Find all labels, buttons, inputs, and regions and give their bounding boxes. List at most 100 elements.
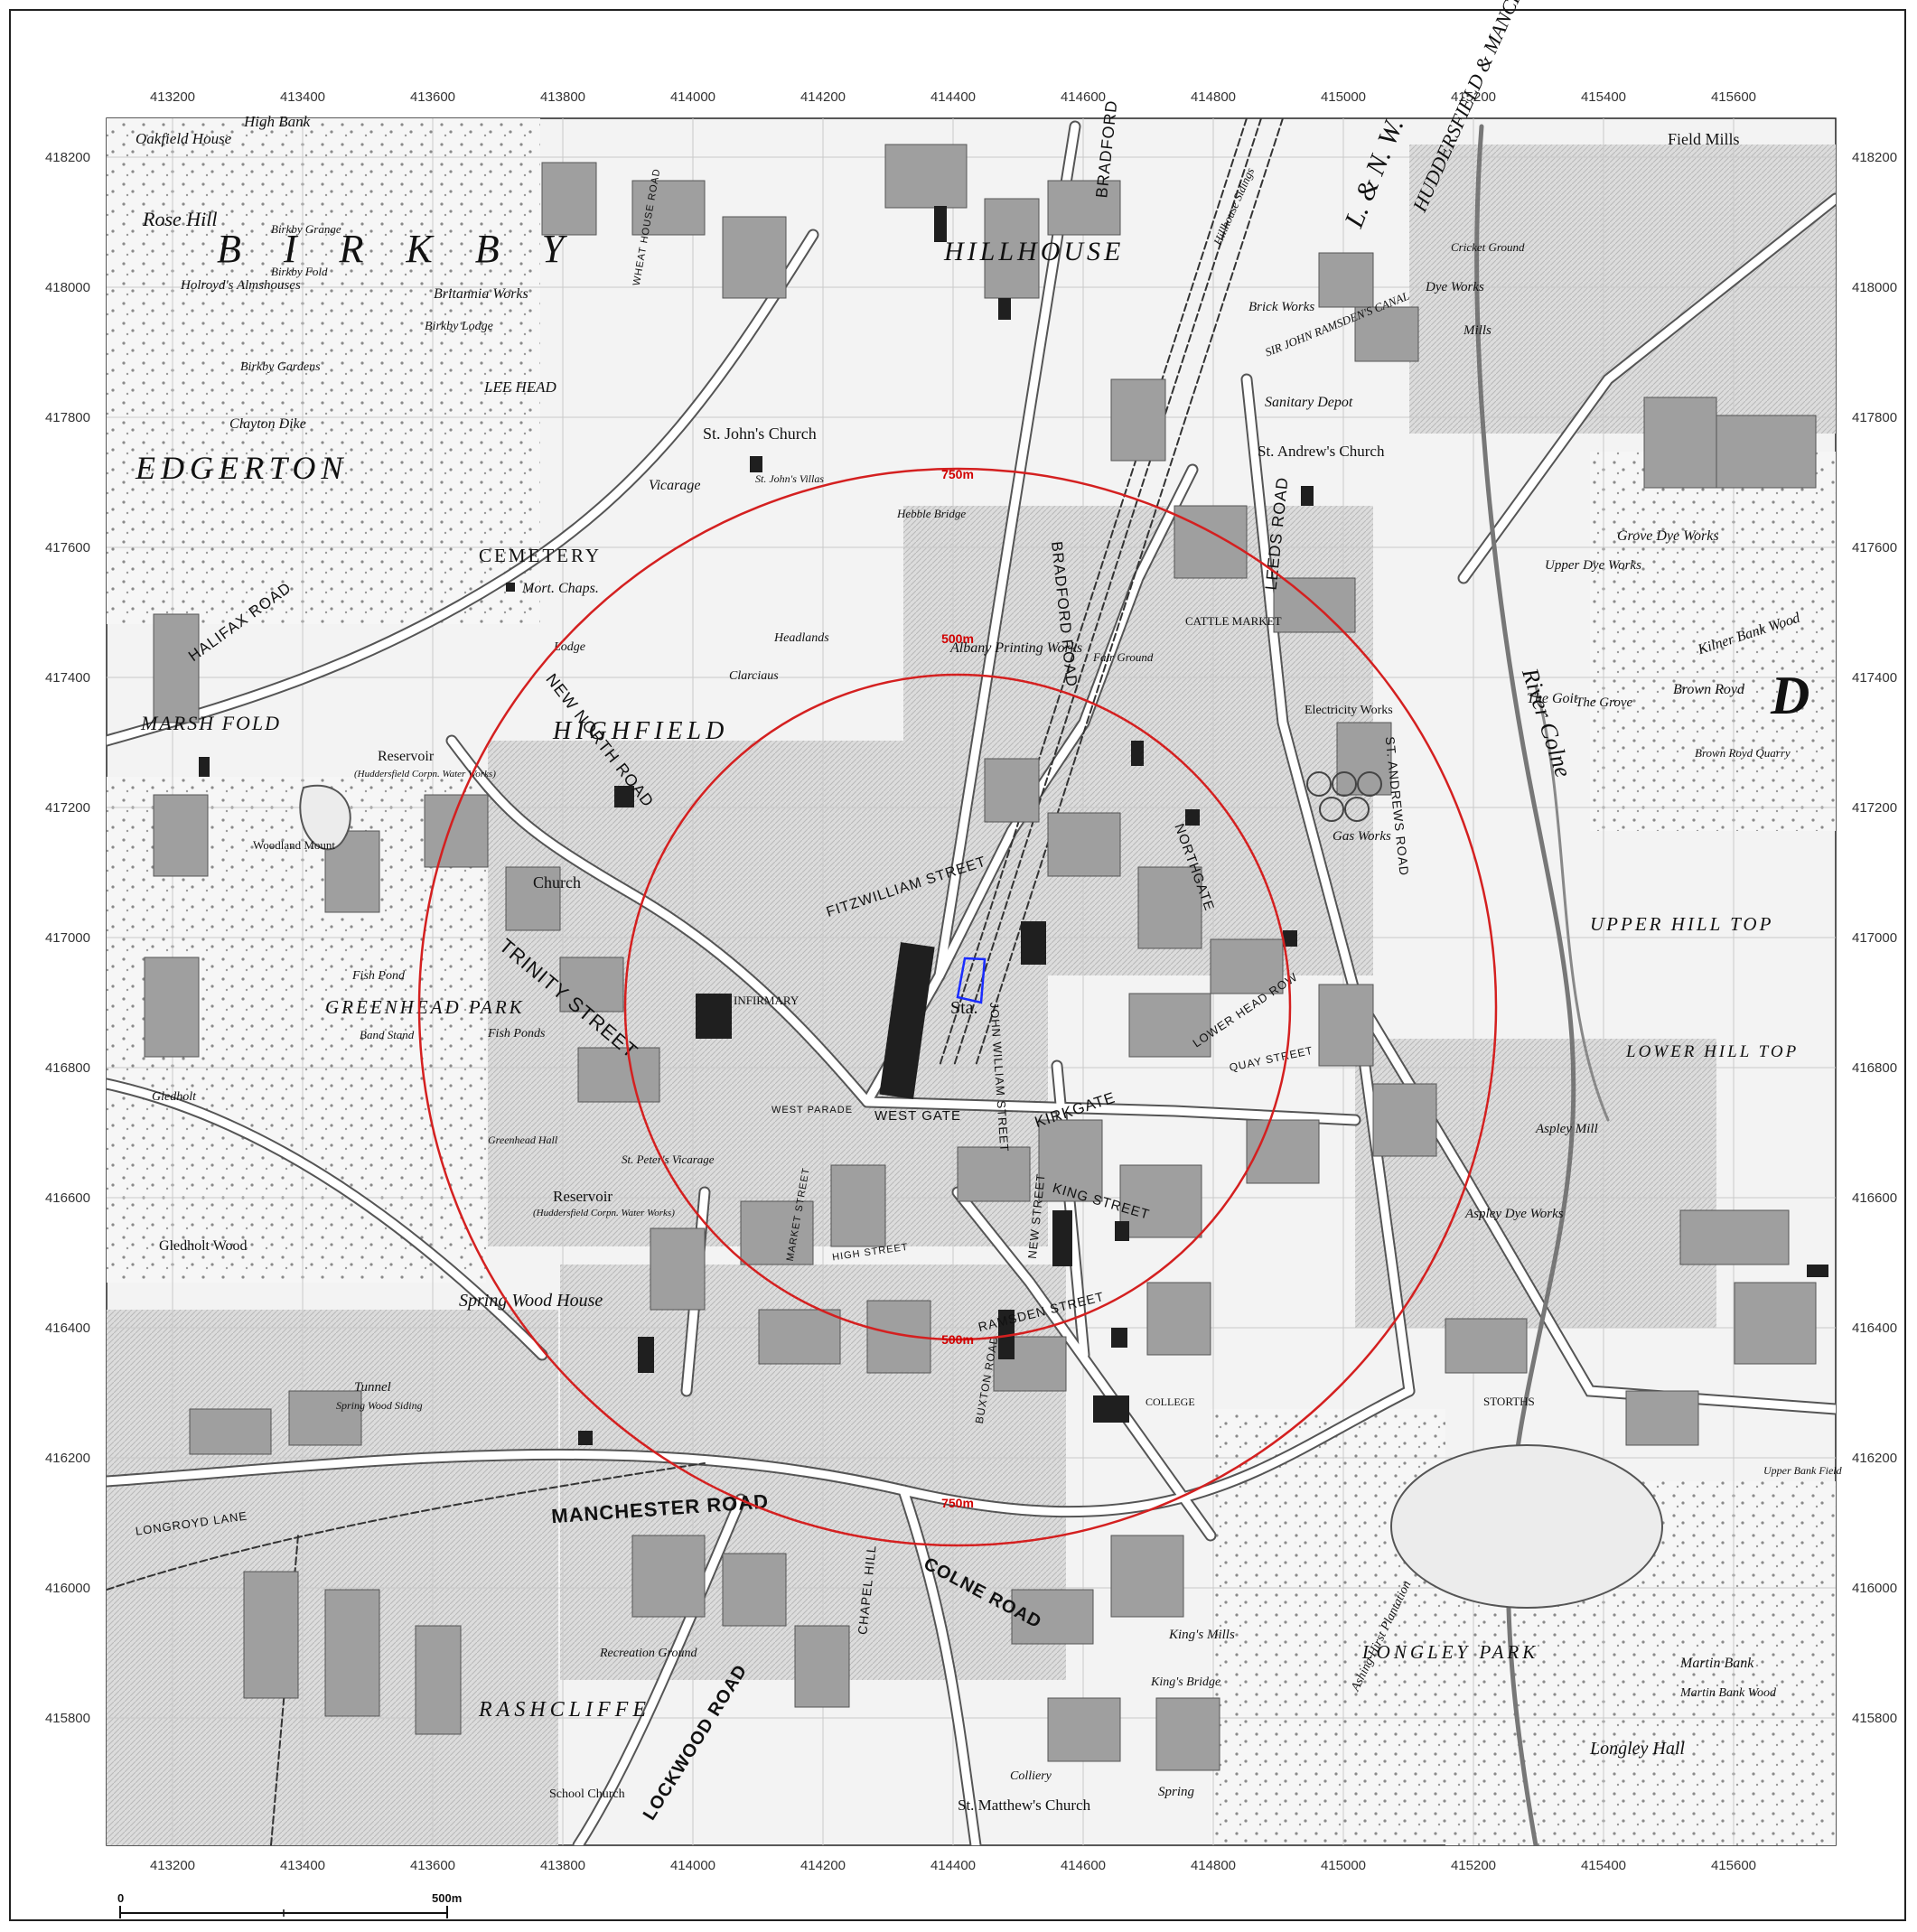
x-tick-top: 413800 (540, 89, 585, 105)
label-birkby-lodge: Birkby Lodge (425, 320, 493, 333)
label-hillhouse: HILLHOUSE (943, 237, 1124, 266)
x-tick-bottom: 415600 (1711, 1858, 1756, 1873)
label-rose-hill: Rose Hill (142, 208, 218, 230)
y-tick-right: 417400 (1852, 670, 1897, 686)
y-tick-right: 416800 (1852, 1060, 1897, 1076)
label-martin-bank-wood: Martin Bank Wood (1679, 1686, 1777, 1700)
y-tick-left: 418200 (45, 150, 90, 165)
label-st-johns-villas: St. John's Villas (755, 472, 824, 485)
label-reservoir-note-2: (Huddersfield Corpn. Water Works) (533, 1208, 675, 1218)
x-tick-top: 413400 (280, 89, 325, 105)
label-the-grove: The Grove (1576, 695, 1633, 710)
label-reservoir-1: Reservoir (378, 749, 435, 764)
label-high-bank: High Bank (243, 113, 311, 130)
label-oakfield-house: Oakfield House (136, 130, 232, 147)
label-mort-chaps: Mort. Chaps. (521, 581, 599, 596)
label-storths: STORTHS (1483, 1395, 1535, 1408)
label-aspley-dye-works: Aspley Dye Works (1464, 1207, 1564, 1221)
label-the-goit: The Goit (1527, 691, 1578, 706)
ring-inner-label-bottom: 500m (941, 1332, 974, 1347)
label-vicarage: Vicarage (649, 478, 700, 493)
label-grove-dye-works: Grove Dye Works (1617, 528, 1719, 544)
y-tick-left: 416600 (45, 1190, 90, 1206)
label-tunnel: Tunnel (354, 1380, 391, 1395)
x-tick-top: 413600 (410, 89, 455, 105)
label-britannia-works: Britannia Works (434, 286, 528, 302)
buffer-rings: 750m 750m 500m 500m (417, 467, 1498, 1547)
axis-tick-labels: 413200 413200 413400 413400 413600 413600 4138… (45, 89, 1897, 1873)
label-gledholt-wood: Gledholt Wood (159, 1238, 248, 1254)
ring-outer-label-bottom: 750m (941, 1496, 974, 1510)
y-tick-right: 418200 (1852, 150, 1897, 165)
y-tick-left: 417800 (45, 410, 90, 425)
label-st-matthews: St. Matthew's Church (958, 1797, 1091, 1814)
water-bodies (299, 785, 1663, 1609)
label-birkby-gardens: Birkby Gardens (240, 360, 321, 374)
label-martin-bank: Martin Bank (1679, 1656, 1754, 1671)
site-boundary[interactable] (956, 957, 987, 1004)
ring-outer-label-top: 750m (941, 467, 974, 481)
solid-buildings (199, 206, 1828, 1445)
x-tick-bottom: 414200 (800, 1858, 846, 1873)
label-dye-works: Dye Works (1425, 280, 1484, 294)
y-tick-left: 417400 (45, 670, 90, 686)
y-tick-left: 416400 (45, 1321, 90, 1336)
scale-end: 500m (432, 1891, 462, 1905)
label-brown-royd-quarry: Brown Royd Quarry (1695, 746, 1791, 760)
label-birkby-grange: Birkby Grange (271, 222, 341, 236)
x-tick-bottom: 414800 (1191, 1858, 1236, 1873)
label-holroyds: Holroyd's Almshouses (180, 278, 301, 293)
x-tick-top: 413200 (150, 89, 195, 105)
label-gledholt: Gledholt (152, 1090, 197, 1104)
x-tick-bottom: 414600 (1061, 1858, 1106, 1873)
label-school-church: School Church (549, 1787, 625, 1801)
label-greenhead-hall: Greenhead Hall (488, 1134, 558, 1146)
y-tick-right: 416600 (1852, 1190, 1897, 1206)
y-tick-right: 416200 (1852, 1451, 1897, 1466)
label-big-d: D (1770, 666, 1809, 725)
label-infirmary: INFIRMARY (734, 994, 800, 1007)
label-lee-head: LEE HEAD (483, 378, 557, 396)
label-fish-ponds: Fish Ponds (487, 1027, 546, 1041)
y-tick-left: 415800 (45, 1711, 90, 1726)
x-tick-top: 414400 (930, 89, 976, 105)
x-tick-bottom: 415400 (1581, 1858, 1626, 1873)
label-cemetery: CEMETERY (479, 545, 602, 566)
label-upper-hill-top: UPPER HILL TOP (1590, 913, 1773, 935)
label-mills: Mills (1463, 323, 1492, 338)
x-tick-top: 414000 (670, 89, 715, 105)
street-west-gate: WEST GATE (874, 1108, 961, 1124)
label-band-stand: Band Stand (360, 1028, 415, 1041)
x-tick-top: 414200 (800, 89, 846, 105)
x-tick-top: 415400 (1581, 89, 1626, 105)
label-headlands: Headlands (773, 631, 829, 645)
x-tick-bottom: 414400 (930, 1858, 976, 1873)
label-spring: Spring (1158, 1785, 1195, 1799)
x-tick-top: 415200 (1451, 89, 1496, 105)
label-reservoir-2: Reservoir (553, 1188, 613, 1205)
label-kings-mills: King's Mills (1168, 1628, 1235, 1642)
label-fish-pond: Fish Pond (351, 969, 406, 983)
y-tick-right: 417800 (1852, 410, 1897, 425)
label-recreation-ground: Recreation Ground (599, 1647, 697, 1660)
y-tick-left: 418000 (45, 280, 90, 295)
y-tick-left: 416200 (45, 1451, 90, 1466)
y-tick-left: 416800 (45, 1060, 90, 1076)
ring-inner-label-top: 500m (941, 631, 974, 646)
label-clarcient: Clarciaus (729, 669, 779, 683)
y-tick-right: 417000 (1852, 930, 1897, 946)
x-tick-top: 414600 (1061, 89, 1106, 105)
label-aspley-mill: Aspley Mill (1535, 1122, 1598, 1136)
label-birkby: B I R K B Y (217, 227, 580, 271)
y-tick-left: 417200 (45, 800, 90, 816)
label-church: Church (533, 873, 581, 891)
label-marsh-fold: MARSH FOLD (140, 712, 281, 734)
ring-750m (417, 467, 1498, 1547)
street-west-parade: WEST PARADE (771, 1105, 853, 1115)
x-tick-bottom: 413200 (150, 1858, 195, 1873)
label-greenhead-park: GREENHEAD PARK (325, 996, 525, 1018)
label-longley-park: LONGLEY PARK (1361, 1641, 1538, 1663)
y-tick-left: 416000 (45, 1581, 90, 1596)
label-reservoir-note-1: (Huddersfield Corpn. Water Works) (354, 769, 496, 779)
